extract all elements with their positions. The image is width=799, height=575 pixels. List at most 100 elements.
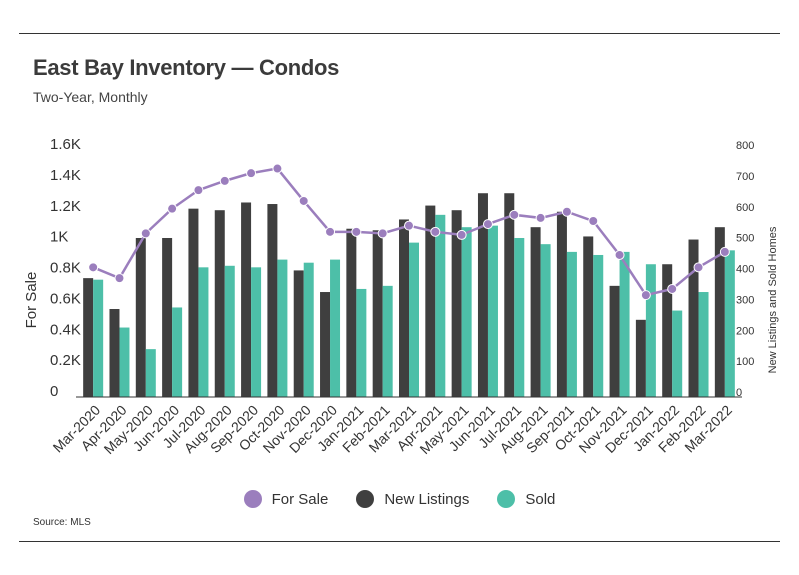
bar-sold bbox=[645, 264, 656, 397]
legend-swatch-sold bbox=[497, 490, 516, 508]
bar-new-listings bbox=[451, 210, 462, 397]
bar-new-listings bbox=[714, 227, 725, 397]
point-for-sale bbox=[193, 185, 204, 196]
bar-new-listings bbox=[425, 205, 436, 397]
y-tick-label: 0.8K bbox=[50, 260, 81, 277]
point-for-sale bbox=[140, 228, 151, 239]
point-for-sale bbox=[614, 249, 625, 260]
bar-new-listings bbox=[688, 239, 699, 397]
top-rule bbox=[19, 33, 780, 34]
bar-sold bbox=[330, 259, 341, 397]
bar-new-listings bbox=[109, 309, 120, 397]
y-tick-label: 1.6K bbox=[50, 136, 81, 153]
bar-sold bbox=[198, 267, 209, 397]
source-note: Source: MLS bbox=[33, 517, 91, 528]
bar-sold bbox=[698, 292, 709, 397]
point-for-sale bbox=[509, 209, 520, 220]
bar-sold bbox=[461, 227, 472, 397]
legend-label-for-sale: For Sale bbox=[271, 490, 329, 508]
page-subtitle: Two-Year, Monthly bbox=[33, 89, 148, 105]
bar-new-listings bbox=[372, 230, 383, 397]
bar-sold bbox=[93, 279, 104, 397]
point-for-sale bbox=[88, 262, 99, 273]
bar-new-listings bbox=[609, 285, 620, 397]
legend-swatch-new-listings bbox=[356, 490, 375, 508]
legend-label-new-listings: New Listings bbox=[384, 490, 470, 508]
bar-sold bbox=[251, 267, 262, 397]
page-title: East Bay Inventory — Condos bbox=[33, 55, 340, 80]
y2-tick-label: 200 bbox=[736, 325, 754, 337]
y2-axis-label: New Listings and Sold Homes bbox=[767, 226, 779, 373]
bar-sold bbox=[382, 285, 393, 397]
point-for-sale bbox=[272, 163, 283, 174]
y2-tick-label: 600 bbox=[736, 202, 754, 214]
y2-tick-label: 100 bbox=[736, 356, 754, 368]
bar-sold bbox=[566, 251, 577, 397]
point-for-sale bbox=[482, 219, 493, 230]
legend-item-sold[interactable]: Sold bbox=[497, 490, 555, 508]
point-for-sale bbox=[377, 228, 388, 239]
bar-new-listings bbox=[346, 228, 357, 397]
point-for-sale bbox=[325, 226, 336, 237]
bar-new-listings bbox=[530, 227, 541, 397]
legend-label-sold: Sold bbox=[525, 490, 556, 508]
bottom-rule bbox=[19, 541, 780, 542]
y2-tick-label: 0 bbox=[736, 387, 742, 399]
bar-sold bbox=[514, 237, 525, 397]
point-for-sale bbox=[719, 246, 730, 257]
bar-new-listings bbox=[135, 237, 146, 397]
bar-sold bbox=[672, 310, 683, 397]
bar-new-listings bbox=[241, 202, 252, 397]
bar-sold bbox=[409, 242, 419, 397]
point-for-sale bbox=[640, 290, 651, 301]
point-for-sale bbox=[667, 283, 678, 294]
bar-sold bbox=[277, 259, 288, 397]
y-tick-label: 0.4K bbox=[50, 321, 81, 338]
point-for-sale bbox=[561, 206, 572, 217]
bar-new-listings bbox=[83, 278, 94, 397]
legend-item-new-listings[interactable]: New Listings bbox=[356, 490, 469, 508]
bar-sold bbox=[172, 307, 183, 397]
y2-tick-label: 300 bbox=[736, 294, 754, 306]
point-for-sale bbox=[693, 262, 704, 273]
bar-sold bbox=[435, 214, 446, 397]
point-for-sale bbox=[298, 195, 309, 206]
point-for-sale bbox=[219, 175, 230, 186]
point-for-sale bbox=[456, 229, 467, 240]
point-for-sale bbox=[404, 220, 414, 231]
bar-new-listings bbox=[399, 219, 409, 397]
bar-sold bbox=[593, 254, 604, 397]
bar-new-listings bbox=[477, 193, 488, 397]
point-for-sale bbox=[535, 212, 546, 223]
point-for-sale bbox=[114, 273, 125, 284]
bar-new-listings bbox=[504, 193, 515, 397]
point-for-sale bbox=[167, 203, 178, 214]
y-tick-label: 1.4K bbox=[50, 167, 81, 184]
y-tick-label: 0.6K bbox=[50, 290, 81, 307]
bar-sold bbox=[303, 262, 314, 397]
legend-item-for-sale[interactable]: For Sale bbox=[243, 490, 329, 508]
bar-sold bbox=[119, 327, 130, 397]
y-tick-label: 0 bbox=[50, 383, 58, 400]
bar-sold bbox=[356, 288, 367, 397]
point-for-sale bbox=[246, 168, 257, 179]
bar-sold bbox=[540, 244, 551, 397]
bar-new-listings bbox=[267, 204, 278, 397]
bar-new-listings bbox=[188, 208, 199, 397]
bar-new-listings bbox=[162, 237, 173, 397]
point-for-sale bbox=[588, 216, 599, 227]
legend-swatch-for-sale bbox=[243, 490, 262, 508]
bar-new-listings bbox=[293, 270, 304, 397]
bar-sold bbox=[619, 251, 630, 397]
bar-new-listings bbox=[583, 236, 594, 397]
y-axis-label: For Sale bbox=[23, 272, 40, 329]
bar-new-listings bbox=[320, 292, 331, 397]
point-for-sale bbox=[430, 226, 441, 237]
bar-sold bbox=[724, 250, 735, 397]
y-tick-label: 1.2K bbox=[50, 198, 81, 215]
bar-new-listings bbox=[662, 264, 673, 397]
y2-tick-label: 700 bbox=[736, 171, 754, 183]
bar-sold bbox=[487, 225, 498, 397]
y-tick-label: 0.2K bbox=[50, 352, 81, 369]
